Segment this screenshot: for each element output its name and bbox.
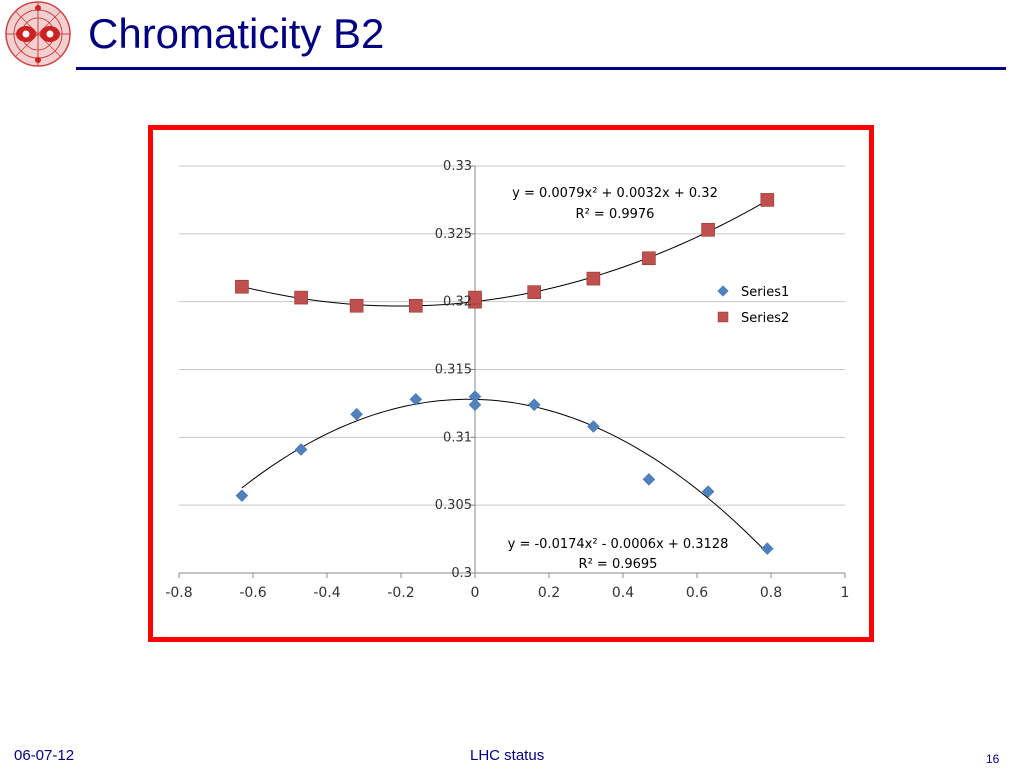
data-point-series2 <box>586 271 601 286</box>
lhc-logo-icon <box>5 1 71 67</box>
x-tick-label: 0.8 <box>760 585 782 601</box>
data-point-series1 <box>760 542 774 555</box>
data-point-series1 <box>409 392 423 406</box>
x-tick-label: -0.8 <box>165 585 192 601</box>
x-tick-label: 0.2 <box>538 585 560 601</box>
data-point-series1 <box>527 398 541 412</box>
trendline-series1 <box>241 398 768 554</box>
series2-equation: y = 0.0079x² + 0.0032x + 0.32 <box>512 186 718 201</box>
data-point-series2 <box>527 285 542 299</box>
y-tick-label: 0.305 <box>435 498 472 513</box>
x-tick-label: 1 <box>841 585 850 601</box>
data-point-series2 <box>760 193 775 207</box>
chart-frame: 0.3 0.305 0.31 0.315 0.32 0.325 0.33 -0.8 -0.6 -0… <box>148 125 874 642</box>
footer-title: LHC status <box>470 747 545 764</box>
data-point-series1 <box>701 485 715 498</box>
data-point-series2 <box>235 279 249 294</box>
page-title: Chromaticity B2 <box>88 10 385 57</box>
data-point-series2 <box>468 290 482 305</box>
y-tick-label: 0.33 <box>443 159 472 174</box>
x-tick-label: -0.2 <box>387 585 414 601</box>
series2-r2: R² = 0.9976 <box>576 207 655 222</box>
legend-series1-label: Series1 <box>741 285 789 300</box>
title-divider <box>76 67 1006 70</box>
x-tick-label: -0.4 <box>313 585 340 601</box>
data-point-series2 <box>408 298 423 313</box>
chromaticity-chart: 0.3 0.305 0.31 0.315 0.32 0.325 0.33 -0.8 -0.6 -0… <box>165 159 849 601</box>
data-points <box>235 193 775 555</box>
x-tick-label: -0.6 <box>239 585 266 601</box>
chart-axes <box>178 165 846 578</box>
data-point-series2 <box>701 222 715 237</box>
legend-series1-marker <box>717 285 729 297</box>
y-tick-label: 0.32 <box>443 295 472 310</box>
legend-series2-label: Series2 <box>741 311 789 326</box>
y-tick-label: 0.31 <box>443 430 472 445</box>
trendline-series2 <box>241 200 768 307</box>
page-number: 16 <box>986 752 1000 766</box>
y-tick-label: 0.315 <box>435 363 472 378</box>
data-point-series1 <box>350 407 363 421</box>
legend-series2-marker <box>717 311 729 323</box>
chart-grid <box>179 165 845 574</box>
data-point-series1 <box>587 420 600 433</box>
trendlines <box>241 200 768 554</box>
data-point-series1 <box>468 398 482 412</box>
footer-date: 06-07-12 <box>14 747 75 764</box>
x-tick-label: 0.4 <box>612 585 634 601</box>
y-tick-label: 0.325 <box>435 227 472 242</box>
chart-legend: Series1 Series2 <box>717 285 789 326</box>
data-point-series1 <box>642 473 656 486</box>
x-tick-label: 0.6 <box>686 585 708 601</box>
data-point-series1 <box>235 489 249 503</box>
x-tick-label: 0 <box>471 585 480 601</box>
series1-r2: R² = 0.9695 <box>579 557 658 572</box>
data-point-series2 <box>349 298 364 313</box>
y-tick-label: 0.3 <box>451 566 472 581</box>
data-point-series2 <box>294 290 308 305</box>
series1-equation: y = -0.0174x² - 0.0006x + 0.3128 <box>508 537 729 552</box>
data-point-series2 <box>642 251 656 266</box>
data-point-series1 <box>294 443 308 456</box>
tick-labels: 0.3 0.305 0.31 0.315 0.32 0.325 0.33 -0.8 -0.6 -0… <box>165 159 849 601</box>
